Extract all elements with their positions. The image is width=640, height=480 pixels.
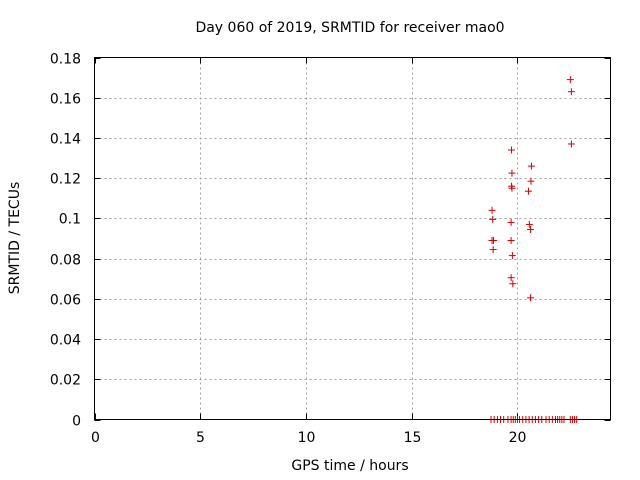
data-point xyxy=(508,146,516,154)
x-tick-label: 5 xyxy=(196,430,205,446)
data-point xyxy=(527,294,535,302)
data-point xyxy=(490,237,498,245)
data-point xyxy=(527,225,535,233)
data-point xyxy=(566,76,574,84)
x-tick-label: 0 xyxy=(91,430,100,446)
y-tick-label: 0.02 xyxy=(50,373,81,389)
x-tick-label: 20 xyxy=(509,430,527,446)
data-point xyxy=(509,280,517,288)
y-tick-label: 0.1 xyxy=(59,212,81,228)
data-point xyxy=(507,274,515,282)
x-axis-title: GPS time / hours xyxy=(291,458,408,474)
chart-title: Day 060 of 2019, SRMTID for receiver mao… xyxy=(195,20,504,36)
data-point xyxy=(508,184,516,192)
data-point xyxy=(527,177,535,185)
data-point xyxy=(507,237,515,245)
y-tick-label: 0.08 xyxy=(50,253,81,269)
data-point xyxy=(508,169,516,177)
data-point xyxy=(525,220,533,228)
plot-frame xyxy=(94,57,611,420)
y-tick-label: 0.16 xyxy=(50,92,81,108)
data-point xyxy=(567,88,575,96)
data-point xyxy=(507,218,515,226)
y-tick-label: 0.06 xyxy=(50,293,81,309)
x-tick-label: 15 xyxy=(404,430,422,446)
data-point xyxy=(527,162,535,170)
data-point xyxy=(567,140,575,148)
y-axis-title: SRMTID / TECUs xyxy=(7,182,23,295)
y-tick-label: 0.12 xyxy=(50,172,81,188)
data-point xyxy=(524,187,532,195)
data-point xyxy=(488,206,496,214)
data-point xyxy=(508,252,516,260)
x-tick-label: 10 xyxy=(298,430,316,446)
y-tick-label: 0.14 xyxy=(50,132,81,148)
grid-layer xyxy=(94,57,611,420)
marker-layer xyxy=(487,76,581,423)
data-point xyxy=(489,246,497,254)
y-tick-label: 0 xyxy=(72,414,81,430)
tick-layer: 0 0.02 0.04 0.06 0.08 0.1 0.12 0.14 0.16 0.18 0 5 10… xyxy=(50,52,611,446)
y-tick-label: 0.04 xyxy=(50,333,81,349)
y-tick-label: 0.18 xyxy=(50,52,81,68)
data-point xyxy=(489,215,497,223)
